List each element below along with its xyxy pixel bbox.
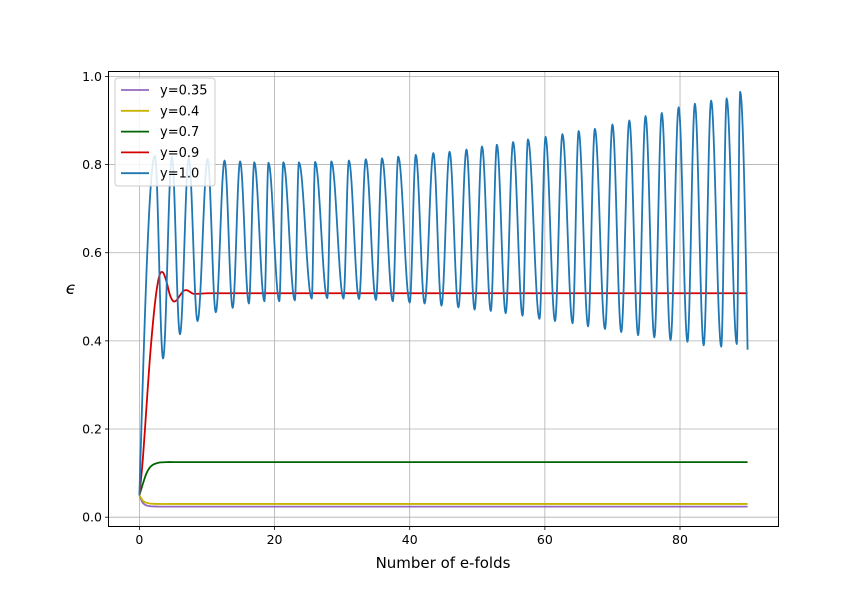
legend-box xyxy=(114,77,216,187)
x-tick-label: 80 xyxy=(672,532,688,547)
series-line-y=0.4 xyxy=(138,494,748,505)
ticks: 0 20 40 60 80 0.0 0.2 0.4 0.6 0.8 1.0 xyxy=(82,69,688,547)
legend-label: y=0.9 xyxy=(160,146,199,161)
y-tick-label: 1.0 xyxy=(82,69,102,84)
y-tick-label: 0.4 xyxy=(82,333,102,348)
y-tick-label: 0.6 xyxy=(82,245,102,260)
series-line-y=0.7 xyxy=(138,461,748,496)
legend: y=0.35 y=0.4 y=0.7 y=0.9 y=1.0 xyxy=(114,77,216,187)
legend-label: y=1.0 xyxy=(160,167,199,182)
x-tick-label: 0 xyxy=(135,532,143,547)
x-tick-label: 60 xyxy=(537,532,553,547)
series-layer xyxy=(138,90,749,508)
y-tick-label: 0.8 xyxy=(82,157,102,172)
y-tick-label: 0.0 xyxy=(82,510,102,525)
legend-label: y=0.35 xyxy=(160,84,208,99)
x-axis-label: Number of e-folds xyxy=(376,554,511,572)
y-axis-label: ϵ xyxy=(66,279,76,299)
x-tick-label: 40 xyxy=(402,532,418,547)
series-line-y=1.0 xyxy=(138,90,749,496)
legend-label: y=0.7 xyxy=(160,125,199,140)
y-tick-label: 0.2 xyxy=(82,422,102,437)
plot-frame xyxy=(108,71,779,527)
x-tick-label: 20 xyxy=(267,532,283,547)
series-line-y=0.35 xyxy=(138,494,748,508)
legend-label: y=0.4 xyxy=(160,104,199,119)
